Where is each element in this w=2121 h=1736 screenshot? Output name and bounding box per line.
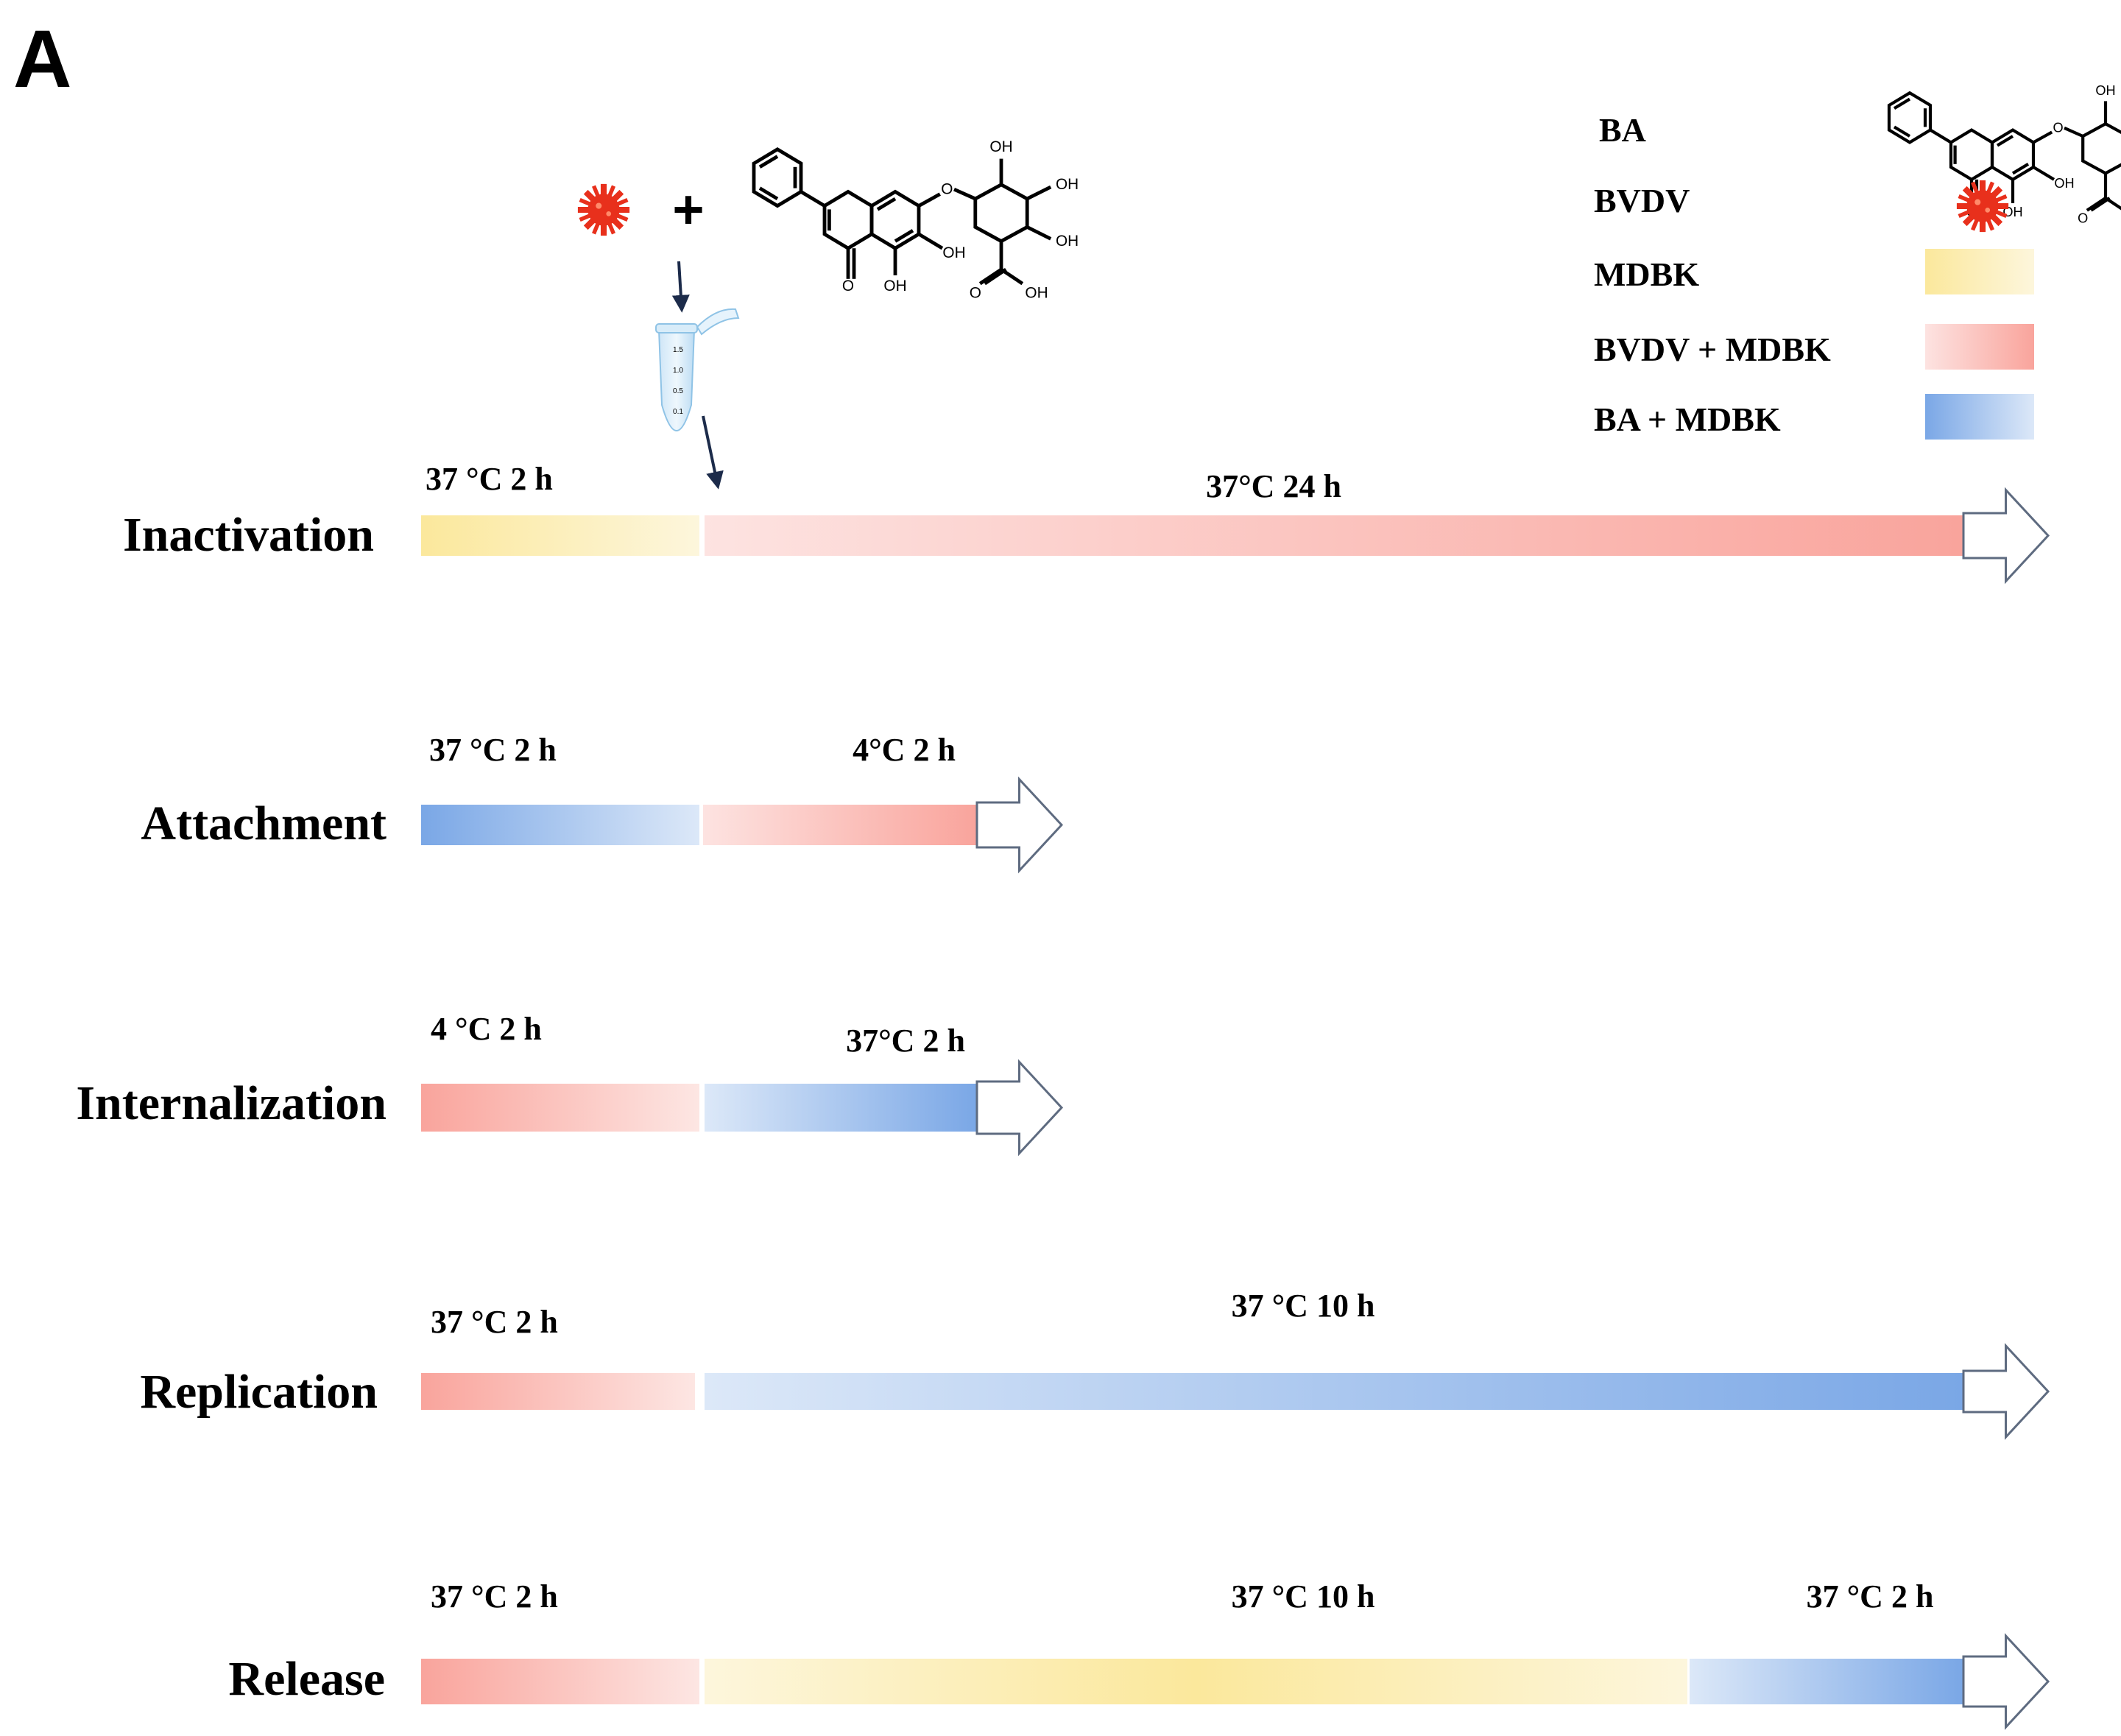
tube-volume-mark: 0.1 [673,408,683,416]
timeline-arrowhead [975,1059,1064,1157]
microcentrifuge-tube-icon: 1.5 1.0 0.5 0.1 [655,308,740,431]
timeline-segment-bar [703,805,977,845]
row-label: Inactivation [123,508,374,562]
tube-rim [655,323,698,334]
legend-ba-label: BA [1599,111,1646,149]
chem-atom-label: OH [883,278,906,294]
legend-ba-mdbk-label: BA + MDBK [1594,401,1781,438]
chem-atom-label: OH [2095,83,2115,98]
legend-bvdv-mdbk-swatch [1925,324,2034,370]
timeline-segment-bar [421,1659,699,1704]
chem-atom-label: O [842,278,854,294]
segment-condition-label: 37 °C 10 h [1232,1578,1375,1615]
row-label: Replication [140,1365,378,1419]
timeline-row-internalization: Internalization 4 °C 2 h 37°C 2 h [76,1011,1064,1157]
legend-bvdv-label: BVDV [1594,182,1690,219]
segment-condition-label: 37 °C 2 h [431,1578,558,1615]
legend-virus-icon [1957,180,2008,232]
timeline-segment-bar [705,1373,1963,1410]
chem-atom-label: O [941,181,953,198]
virus-icon [578,184,629,236]
legend-bvdv-mdbk-label: BVDV + MDBK [1594,331,1831,368]
timeline-segment-bar [1690,1659,1963,1704]
timeline-segment-bar [421,515,699,556]
legend-mdbk-label: MDBK [1594,255,1699,293]
chem-atom-label: OH [1056,233,1079,250]
chem-atom-label: OH [942,244,965,261]
legend-mdbk-swatch [1925,249,2034,294]
timeline-segment-bar [705,1659,1687,1704]
timeline-arrowhead [1962,487,2050,585]
baicalin-structure: O OH OH O OH OH OH O OH [754,138,1079,301]
chem-atom-label: O [970,284,981,301]
arrow-into-tube [671,261,690,313]
segment-condition-label: 37 °C 2 h [1807,1578,1934,1615]
row-label: Release [228,1652,385,1706]
segment-condition-label: 4°C 2 h [853,732,956,768]
timeline-arrowhead [1962,1633,2050,1730]
baicalin-bonds [754,149,1051,283]
tube-volume-mark: 1.0 [673,367,683,375]
timeline-segment-bar [421,1373,695,1410]
timeline-row-release: Release 37 °C 2 h 37 °C 10 h 37 °C 2 h [228,1578,2050,1730]
segment-condition-label: 37 °C 2 h [429,732,557,768]
row-label: Attachment [141,797,387,850]
chem-atom-label: O [2053,120,2064,135]
tube-volume-mark: 1.5 [673,346,683,354]
arrow-to-timeline [702,415,724,490]
tube-lid [696,308,740,336]
timeline-segment-bar [705,515,1963,556]
segment-condition-label: 37 °C 2 h [426,461,553,497]
chem-atom-label: OH [2054,176,2074,191]
chem-atom-label: OH [1025,284,1048,301]
segment-condition-label: 37 °C 10 h [1232,1288,1375,1324]
timeline-segment-bar [421,1084,699,1132]
panel-label: A [13,14,71,105]
segment-condition-label: 37°C 24 h [1206,468,1341,504]
timeline-segment-bar [421,805,699,845]
timeline-arrowhead [975,776,1064,874]
timeline-row-inactivation: Inactivation 37 °C 2 h 37°C 24 h [123,461,2050,585]
chem-atom-label: OH [1056,176,1079,193]
tube-body [657,329,696,431]
chem-atom-label: O [2078,211,2088,226]
timeline-segment-bar [705,1084,977,1132]
segment-condition-label: 37 °C 2 h [431,1304,558,1340]
legend-ba-mdbk-swatch [1925,394,2034,440]
chem-atom-label: OH [989,138,1012,155]
segment-condition-label: 4 °C 2 h [431,1011,542,1047]
timeline-row-replication: Replication 37 °C 2 h 37 °C 10 h [140,1288,2050,1440]
timeline-arrowhead [1962,1343,2050,1440]
tube-volume-mark: 0.5 [673,387,683,395]
plus-sign: + [672,179,704,240]
row-label: Internalization [76,1076,387,1130]
segment-condition-label: 37°C 2 h [846,1023,965,1059]
baicalin-bonds [1889,93,2121,211]
timeline-row-attachment: Attachment 37 °C 2 h 4°C 2 h [141,732,1064,874]
